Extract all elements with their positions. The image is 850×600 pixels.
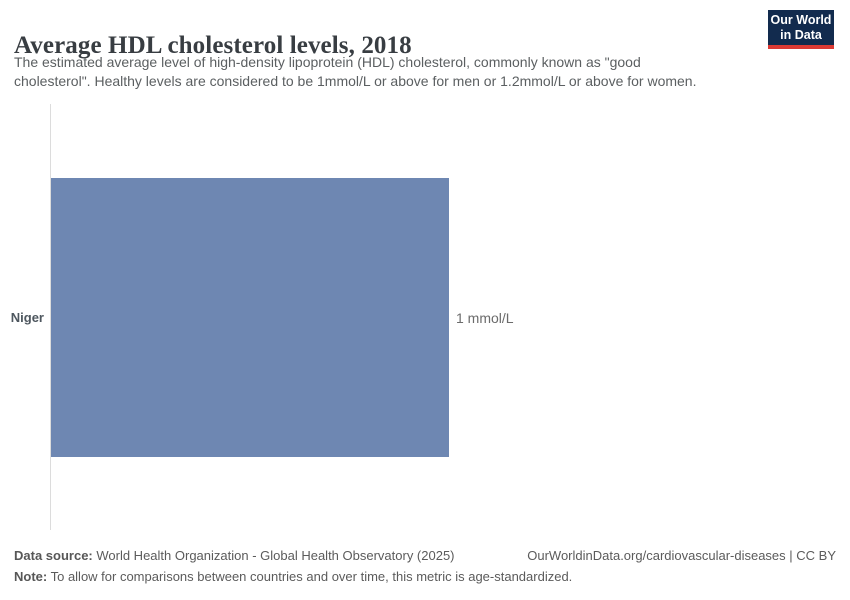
owid-logo-line1: Our World (770, 13, 832, 27)
owid-logo-text: Our World in Data (768, 10, 834, 45)
bar-label-niger: Niger (10, 310, 44, 325)
owid-logo-red-strip (768, 45, 834, 49)
footer-citation-link[interactable]: OurWorldinData.org/cardiovascular-diseas… (527, 548, 836, 563)
y-axis-line (50, 104, 51, 530)
page-title: Average HDL cholesterol levels, 2018 (14, 31, 412, 59)
bar-niger[interactable] (51, 178, 449, 457)
chart-subtitle-line2: cholesterol". Healthy levels are conside… (14, 73, 697, 89)
footer-note-row: Note: To allow for comparisons between c… (14, 569, 836, 584)
data-source-label: Data source: (14, 548, 93, 563)
note-label: Note: (14, 569, 48, 584)
data-source-text: Data source: World Health Organization -… (14, 548, 455, 563)
owid-logo[interactable]: Our World in Data (768, 10, 834, 49)
bar-value-label: 1 mmol/L (456, 310, 514, 326)
owid-logo-line2: in Data (780, 28, 822, 42)
note-value: To allow for comparisons between countri… (47, 569, 573, 584)
chart-subtitle-line1: The estimated average level of high-dens… (14, 54, 641, 70)
chart-subtitle: The estimated average level of high-dens… (14, 53, 697, 91)
footer-source-row: Data source: World Health Organization -… (14, 548, 836, 563)
data-source-value: World Health Organization - Global Healt… (92, 548, 455, 563)
